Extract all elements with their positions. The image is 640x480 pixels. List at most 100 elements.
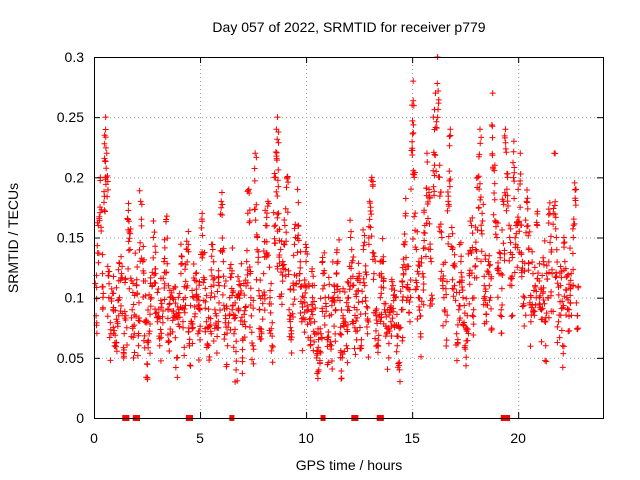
data-point [470,321,477,328]
data-point [400,261,407,268]
data-point [135,299,142,306]
data-point [427,255,434,262]
data-point [157,297,164,304]
data-point [524,223,531,230]
data-point [281,241,288,248]
data-point [338,375,345,382]
data-point [160,275,167,282]
data-point [486,282,493,289]
data-point [542,318,549,325]
data-point [193,278,200,285]
data-point [431,188,438,195]
data-point [337,347,344,354]
data-point [245,187,252,194]
data-point [540,261,547,268]
data-point [173,310,180,317]
data-point [499,226,506,233]
data-point [543,358,550,365]
data-point [250,305,257,312]
data-point [504,170,511,177]
data-point [410,97,417,104]
data-point [291,241,298,248]
data-point [207,321,214,328]
data-point [101,140,108,147]
data-point [407,277,414,284]
data-point [175,321,182,328]
data-point [182,266,189,273]
data-point [295,232,302,239]
data-point [136,318,143,325]
data-point [541,237,548,244]
data-point [437,189,444,196]
data-point [544,275,551,282]
data-point [360,242,367,249]
data-point [507,225,514,232]
data-point [99,306,106,313]
data-point [271,170,278,177]
data-point [531,264,538,271]
data-point [138,216,145,223]
data-point [519,265,526,272]
data-point [473,274,480,281]
data-point [274,114,281,121]
data-point [199,232,206,239]
data-point [483,318,490,325]
data-point [131,349,138,356]
data-point [218,198,225,205]
data-point [469,230,476,237]
data-point [291,225,298,232]
data-point [154,289,161,296]
data-point [567,245,574,252]
data-point [276,237,283,244]
data-point [241,292,248,299]
data-point [561,293,568,300]
data-point [446,177,453,184]
data-point [230,287,237,294]
data-point [499,196,506,203]
data-point [553,246,560,253]
data-point [473,248,480,255]
data-point [193,286,200,293]
data-point [488,273,495,280]
data-point [177,261,184,268]
data-point [241,311,248,318]
data-point [295,199,302,206]
data-point [470,313,477,320]
data-point [189,287,196,294]
data-point [115,297,122,304]
data-point [142,292,149,299]
x-tick-label: 15 [404,430,420,446]
data-point [339,354,346,361]
data-point [207,315,214,322]
data-point [174,374,181,381]
data-point [552,225,559,232]
data-point [255,248,262,255]
data-point [543,310,550,317]
data-point [264,203,271,210]
data-point [197,306,204,313]
data-point [397,288,404,295]
data-point [412,210,419,217]
data-point [156,342,163,349]
data-point [282,205,289,212]
data-point [251,206,258,213]
y-axis-label: SRMTID / TECUs [5,183,21,293]
data-point [204,342,211,349]
data-point [292,221,299,228]
data-point [112,307,119,314]
data-point [459,283,466,290]
data-point [554,258,561,265]
data-point [489,90,496,97]
data-point [178,253,185,260]
data-point [378,270,385,277]
data-point [94,242,101,249]
data-point [350,282,357,289]
data-point [215,325,222,332]
data-point [315,368,322,375]
data-point [261,289,268,296]
data-point [370,270,377,277]
data-point [490,211,497,218]
data-point [329,365,336,372]
data-point [378,290,385,297]
